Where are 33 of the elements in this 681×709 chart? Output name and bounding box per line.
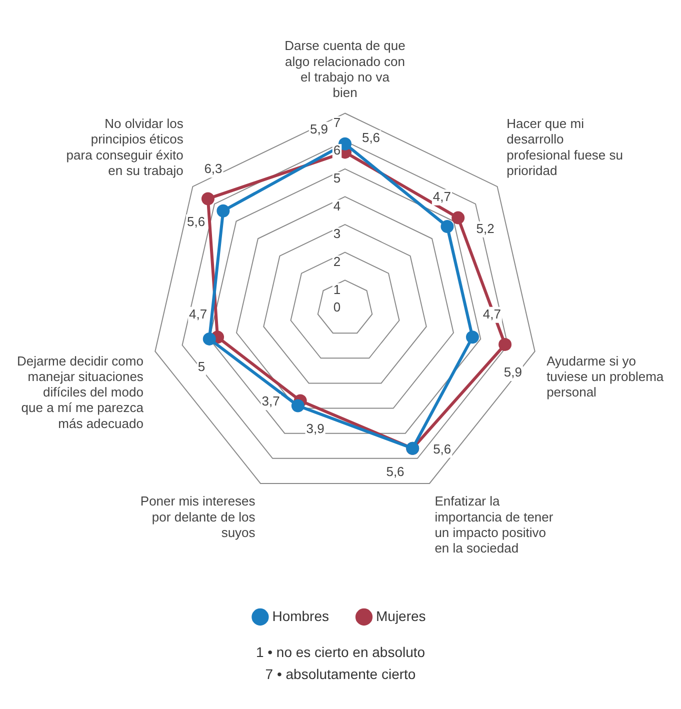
y-tick-label: 4 — [333, 198, 341, 214]
spoke-label: Poner mis intereses por delante de los suyos — [140, 494, 256, 540]
legend-label: Hombres — [272, 608, 330, 624]
text: 7 • absolutamente cierto — [264, 666, 417, 682]
text: 1 • no es cierto en absoluto — [254, 644, 426, 660]
y-tick-label: 6 — [333, 142, 341, 158]
data-label: 3,7 — [262, 394, 280, 409]
y-tick-label: 7 — [333, 114, 341, 130]
spoke-label: Ayudarme si yo tuviese un problema personal — [546, 353, 664, 400]
data-label: 5,6 — [433, 441, 452, 456]
y-tick-label: 0 — [333, 300, 341, 315]
data-label: 5,9 — [504, 364, 522, 380]
data-label: 6,3 — [204, 161, 222, 176]
data-label: 4,7 — [189, 306, 208, 322]
data-label: 4,7 — [432, 188, 452, 204]
spoke-label: No olvidar los principios éticos para conseguir éxito en su trabajo — [66, 116, 184, 178]
spoke-label: Enfatizar la importancia de tener un impacto positivo en la sociedad — [434, 494, 554, 556]
data-label: 5,6 — [362, 130, 380, 145]
data-label: 5 — [198, 358, 206, 374]
data-label: 5,6 — [186, 214, 206, 230]
spoke-label: Dejarme decidir como manejar situaciones difíciles del modo que a mí me parezca más adecuado — [16, 353, 144, 431]
y-tick-label: 1 — [333, 282, 341, 297]
data-label: 5,6 — [386, 464, 404, 479]
y-tick-label: 3 — [333, 226, 341, 242]
legend-label: Mujeres — [376, 608, 426, 624]
data-label: 4,7 — [482, 306, 501, 322]
data-label: 5,2 — [476, 220, 494, 236]
y-tick-label: 5 — [333, 170, 341, 186]
spoke-label: Hacer que mi desarrollo profesional fuese su prioridad — [506, 116, 624, 178]
y-tick-label: 2 — [333, 254, 341, 269]
spoke-label: Darse cuenta de que algo relacionado con el trabajo no va bien — [284, 38, 406, 100]
data-label: 5,9 — [310, 121, 328, 136]
data-label: 3,9 — [306, 421, 324, 436]
